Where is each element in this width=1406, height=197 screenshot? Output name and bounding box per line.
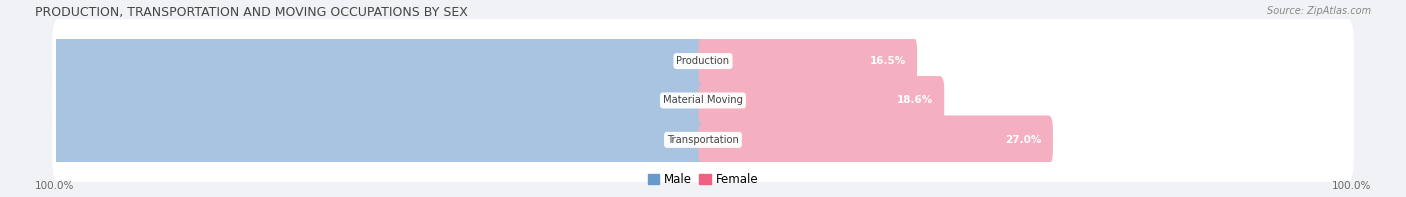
FancyBboxPatch shape bbox=[52, 98, 1354, 182]
Text: Source: ZipAtlas.com: Source: ZipAtlas.com bbox=[1267, 6, 1371, 16]
FancyBboxPatch shape bbox=[52, 19, 1354, 103]
FancyBboxPatch shape bbox=[0, 37, 707, 85]
FancyBboxPatch shape bbox=[0, 115, 707, 164]
FancyBboxPatch shape bbox=[699, 115, 1053, 164]
Text: PRODUCTION, TRANSPORTATION AND MOVING OCCUPATIONS BY SEX: PRODUCTION, TRANSPORTATION AND MOVING OC… bbox=[35, 6, 468, 19]
Text: 16.5%: 16.5% bbox=[870, 56, 905, 66]
Text: Material Moving: Material Moving bbox=[664, 96, 742, 105]
Text: 18.6%: 18.6% bbox=[897, 96, 934, 105]
FancyBboxPatch shape bbox=[52, 58, 1354, 143]
FancyBboxPatch shape bbox=[699, 37, 917, 85]
Text: 27.0%: 27.0% bbox=[1005, 135, 1042, 145]
FancyBboxPatch shape bbox=[0, 76, 707, 125]
FancyBboxPatch shape bbox=[699, 76, 945, 125]
Text: Production: Production bbox=[676, 56, 730, 66]
Text: Transportation: Transportation bbox=[666, 135, 740, 145]
Text: 100.0%: 100.0% bbox=[1331, 181, 1371, 191]
Legend: Male, Female: Male, Female bbox=[643, 169, 763, 191]
Text: 100.0%: 100.0% bbox=[35, 181, 75, 191]
